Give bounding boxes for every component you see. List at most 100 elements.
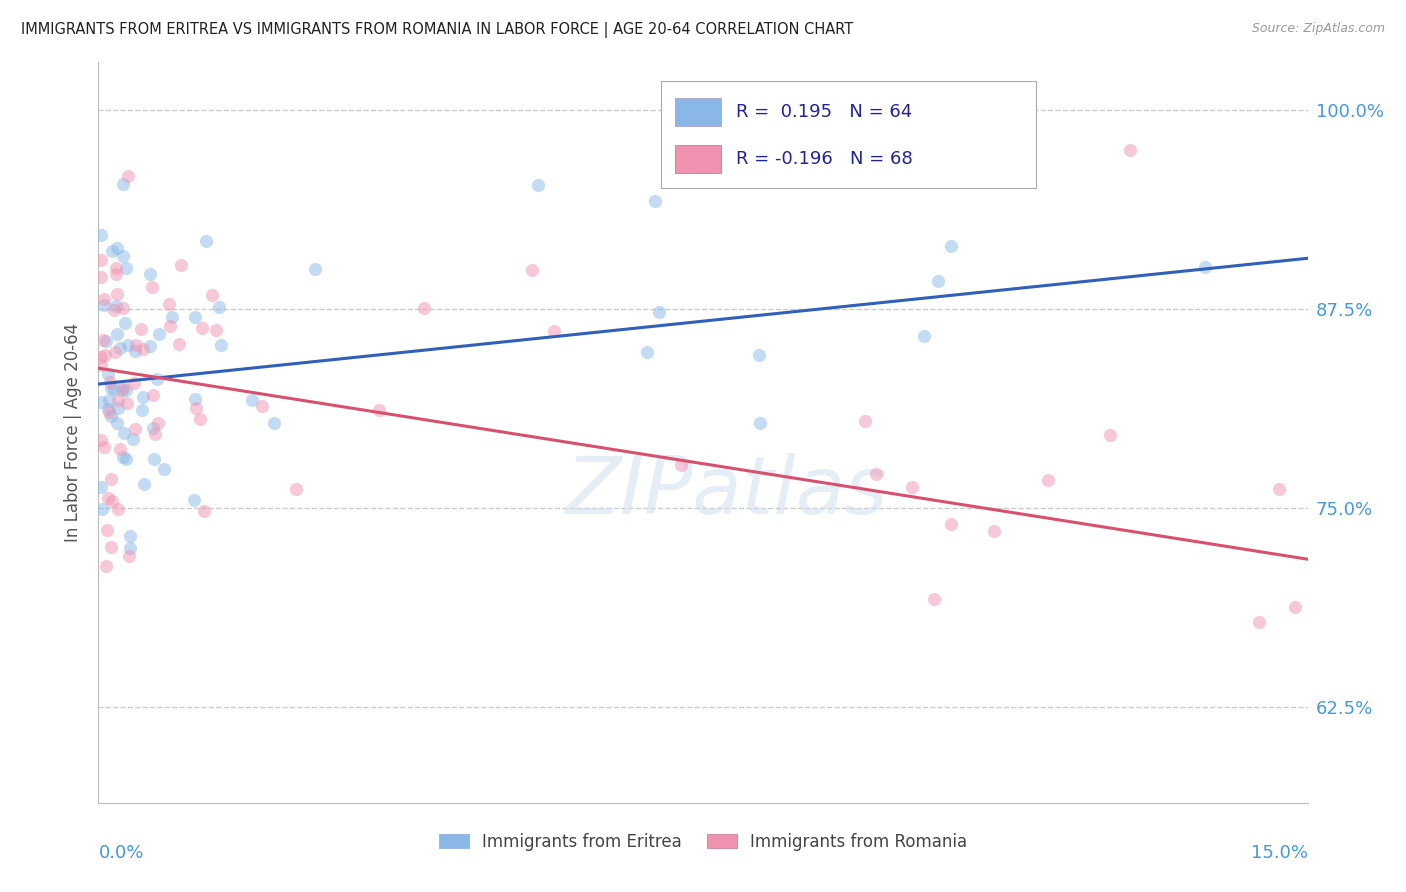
Point xyxy=(98,392,121,407)
Point xyxy=(142,421,165,435)
Point xyxy=(205,323,228,337)
Point xyxy=(100,541,122,555)
Point xyxy=(853,414,876,428)
Point xyxy=(157,297,180,311)
Point xyxy=(103,302,125,317)
Point xyxy=(146,372,169,386)
Point xyxy=(93,440,115,454)
Point xyxy=(121,433,143,447)
Point xyxy=(107,401,129,416)
Point xyxy=(941,239,963,253)
Point xyxy=(252,399,274,413)
Point xyxy=(263,416,285,430)
Point xyxy=(636,345,658,359)
Point xyxy=(112,450,135,465)
Point xyxy=(112,301,135,316)
Point xyxy=(901,480,924,494)
Point xyxy=(94,348,117,362)
Point xyxy=(1099,428,1122,442)
Point xyxy=(368,403,391,417)
FancyBboxPatch shape xyxy=(661,81,1035,188)
Point xyxy=(124,376,146,390)
Point xyxy=(184,310,207,324)
Text: 15.0%: 15.0% xyxy=(1250,844,1308,862)
Point xyxy=(160,310,183,325)
Point xyxy=(105,260,128,275)
Point xyxy=(124,344,146,359)
Point xyxy=(118,549,141,563)
Point xyxy=(110,442,132,456)
Point xyxy=(97,491,120,505)
Point xyxy=(143,426,166,441)
Point xyxy=(90,252,112,267)
Point xyxy=(96,524,118,538)
Point xyxy=(90,227,112,242)
Point xyxy=(115,383,138,397)
Point xyxy=(159,318,181,333)
Text: Source: ZipAtlas.com: Source: ZipAtlas.com xyxy=(1251,22,1385,36)
Point xyxy=(644,194,666,209)
Point xyxy=(543,324,565,338)
Point xyxy=(120,529,142,543)
Point xyxy=(111,383,134,397)
Point xyxy=(209,338,232,352)
Point xyxy=(153,462,176,476)
Point xyxy=(100,381,122,395)
Point xyxy=(983,524,1005,539)
Point xyxy=(115,452,138,467)
Point xyxy=(865,467,887,481)
Point xyxy=(129,322,152,336)
Point xyxy=(111,177,134,191)
Legend: Immigrants from Eritrea, Immigrants from Romania: Immigrants from Eritrea, Immigrants from… xyxy=(432,826,974,857)
Point xyxy=(105,286,128,301)
Point xyxy=(91,333,114,347)
Point xyxy=(138,339,160,353)
Point xyxy=(90,480,112,494)
Point xyxy=(105,327,128,342)
Point xyxy=(413,301,436,315)
Point xyxy=(90,502,112,516)
Point xyxy=(183,493,205,508)
Point xyxy=(1267,483,1289,497)
Point xyxy=(169,337,191,351)
Point xyxy=(304,262,326,277)
Point xyxy=(98,376,121,390)
Point xyxy=(190,320,212,334)
Point xyxy=(143,452,166,467)
Point xyxy=(93,298,115,312)
Point xyxy=(671,458,693,472)
Point xyxy=(131,402,153,417)
Point xyxy=(132,390,155,404)
Point xyxy=(96,558,118,573)
Point xyxy=(193,504,215,518)
FancyBboxPatch shape xyxy=(675,145,721,173)
Point xyxy=(114,316,136,330)
Point xyxy=(139,267,162,281)
Point xyxy=(146,416,169,430)
Point xyxy=(100,409,122,424)
Point xyxy=(748,349,770,363)
Point xyxy=(90,351,112,365)
Text: IMMIGRANTS FROM ERITREA VS IMMIGRANTS FROM ROMANIA IN LABOR FORCE | AGE 20-64 CO: IMMIGRANTS FROM ERITREA VS IMMIGRANTS FR… xyxy=(21,22,853,38)
Point xyxy=(117,169,139,183)
Point xyxy=(118,541,141,555)
Point xyxy=(90,269,112,284)
Point xyxy=(939,516,962,531)
Point xyxy=(111,381,134,395)
Point xyxy=(104,345,127,359)
Point xyxy=(90,395,112,409)
Point xyxy=(284,482,307,496)
Point xyxy=(101,244,124,259)
Point xyxy=(105,241,128,255)
Point xyxy=(115,396,138,410)
Point xyxy=(124,422,146,436)
Point xyxy=(1036,473,1059,487)
Point xyxy=(184,401,207,416)
Point xyxy=(98,405,121,419)
Text: R =  0.195   N = 64: R = 0.195 N = 64 xyxy=(735,103,912,121)
Point xyxy=(1247,615,1270,630)
Point xyxy=(922,592,945,607)
Text: 0.0%: 0.0% xyxy=(98,844,143,862)
Point xyxy=(100,494,122,508)
Text: ZIPatlas: ZIPatlas xyxy=(567,453,889,531)
